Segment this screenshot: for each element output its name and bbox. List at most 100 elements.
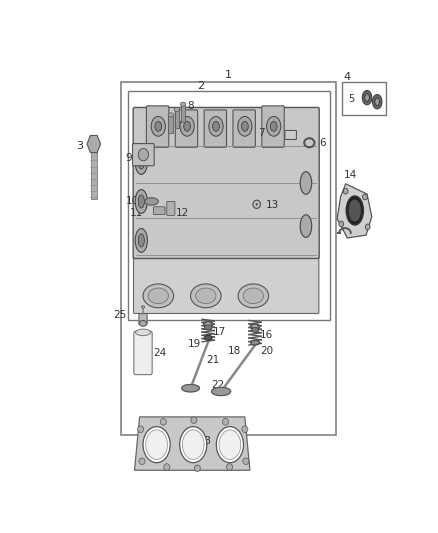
Ellipse shape [242,426,248,432]
Ellipse shape [216,426,244,463]
Ellipse shape [251,340,259,345]
Ellipse shape [205,335,212,340]
Ellipse shape [205,322,211,326]
Ellipse shape [194,465,200,472]
Text: 6: 6 [319,138,325,148]
Text: 17: 17 [213,327,226,336]
Ellipse shape [243,288,264,304]
Ellipse shape [148,288,169,304]
FancyBboxPatch shape [175,110,198,147]
Ellipse shape [138,195,145,208]
FancyBboxPatch shape [154,207,165,215]
Ellipse shape [174,108,180,111]
Ellipse shape [219,430,241,459]
Text: 22: 22 [212,380,225,390]
Text: 25: 25 [113,310,126,320]
Ellipse shape [209,117,223,136]
Text: 9: 9 [126,154,132,163]
Polygon shape [182,384,199,392]
FancyBboxPatch shape [167,201,175,215]
Ellipse shape [238,117,252,136]
Text: 2: 2 [197,80,204,91]
Ellipse shape [146,430,167,459]
Bar [91,142,97,199]
Bar [342,83,386,115]
Ellipse shape [141,306,145,308]
Text: 1: 1 [224,70,231,80]
Ellipse shape [184,122,191,131]
Ellipse shape [365,224,370,230]
Ellipse shape [363,194,367,200]
Text: 13: 13 [266,200,279,210]
Ellipse shape [180,102,186,106]
Ellipse shape [255,203,258,206]
Text: 18: 18 [227,346,241,356]
Ellipse shape [135,229,148,252]
Ellipse shape [191,417,197,424]
Ellipse shape [223,418,229,425]
Ellipse shape [143,284,173,308]
Ellipse shape [362,91,372,105]
Ellipse shape [135,329,151,336]
Ellipse shape [180,117,194,136]
Ellipse shape [300,215,312,237]
Ellipse shape [135,190,148,213]
Text: 4: 4 [344,72,351,82]
Polygon shape [337,184,372,238]
Ellipse shape [168,113,173,117]
Ellipse shape [339,221,344,227]
Ellipse shape [365,94,369,101]
Polygon shape [87,135,101,152]
Ellipse shape [346,196,363,225]
Ellipse shape [145,198,158,205]
Text: 23: 23 [197,435,212,446]
FancyBboxPatch shape [132,143,154,166]
FancyBboxPatch shape [204,110,226,147]
Ellipse shape [151,117,166,136]
Ellipse shape [372,94,382,109]
FancyBboxPatch shape [139,313,147,324]
Text: 15: 15 [353,228,366,238]
Text: 11: 11 [130,207,143,217]
FancyBboxPatch shape [262,106,284,147]
Ellipse shape [139,458,145,465]
Text: 3: 3 [76,141,83,151]
Ellipse shape [252,325,258,328]
Bar [169,116,173,133]
Ellipse shape [143,426,170,463]
Ellipse shape [160,418,166,425]
Ellipse shape [138,234,145,247]
Bar [121,83,336,435]
Ellipse shape [267,117,281,136]
Ellipse shape [139,320,147,326]
Text: 24: 24 [153,348,166,358]
Ellipse shape [138,426,144,432]
Ellipse shape [182,430,204,459]
Ellipse shape [212,122,219,131]
Ellipse shape [251,327,259,333]
Text: 7: 7 [258,128,265,138]
Ellipse shape [138,156,145,169]
Ellipse shape [205,325,212,330]
FancyBboxPatch shape [134,331,152,375]
Polygon shape [212,387,230,395]
Ellipse shape [349,200,360,221]
Text: 8: 8 [187,101,194,111]
Ellipse shape [191,284,221,308]
Text: 12: 12 [176,208,190,219]
Text: 14: 14 [343,170,357,180]
FancyBboxPatch shape [134,252,319,313]
FancyBboxPatch shape [133,108,319,259]
Bar [128,91,330,320]
Ellipse shape [243,458,249,465]
Ellipse shape [155,122,162,131]
Polygon shape [134,417,250,470]
Ellipse shape [270,122,277,131]
FancyBboxPatch shape [146,106,169,147]
Bar [181,105,185,122]
Text: 10: 10 [126,197,139,206]
Ellipse shape [138,149,148,161]
Ellipse shape [203,321,213,327]
Ellipse shape [300,172,312,194]
Ellipse shape [343,188,348,194]
